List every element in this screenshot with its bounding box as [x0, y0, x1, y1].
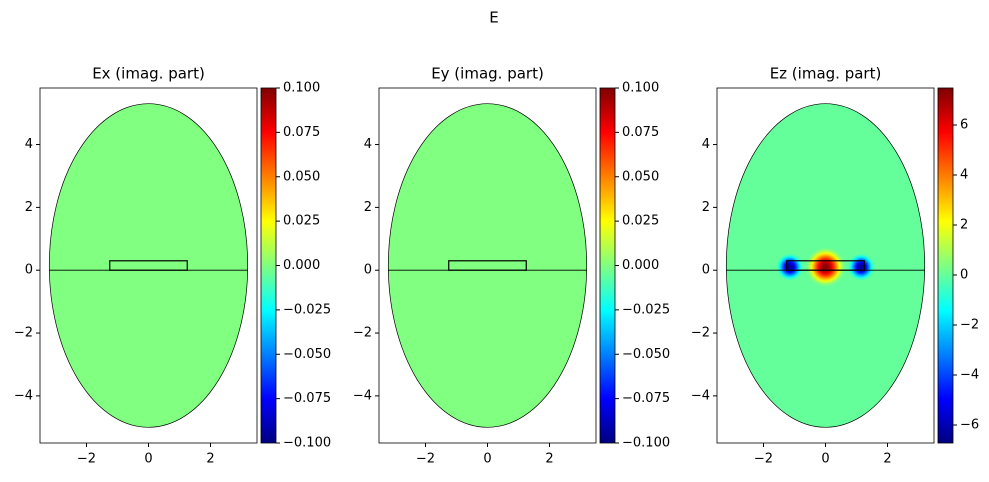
y-tick-label: 2	[702, 200, 710, 215]
y-tick-label: −2	[14, 326, 33, 341]
y-tick-label: 0	[364, 263, 372, 278]
field-peak	[775, 253, 804, 282]
y-tick-label: −2	[691, 326, 710, 341]
y-tick-label: −2	[353, 326, 372, 341]
x-tick-label: 0	[483, 452, 491, 467]
x-tick-label: 2	[545, 452, 553, 467]
colorbar-tick-label: −0.100	[622, 436, 670, 451]
y-tick-label: 4	[702, 137, 710, 152]
field	[388, 103, 587, 428]
core-outline	[786, 260, 865, 271]
field-peak	[805, 246, 846, 288]
x-tick-label: 0	[144, 452, 152, 467]
x-tick-label: 0	[821, 452, 829, 467]
axes-title: Ez (imag. part)	[770, 65, 882, 83]
field-background	[388, 103, 587, 428]
core-outline	[448, 260, 527, 271]
colorbar-tick-label: 0.100	[622, 81, 659, 96]
colorbar-tick-label: 0.025	[622, 214, 659, 229]
axes-title: Ex (imag. part)	[92, 65, 205, 83]
domain-boundary	[387, 103, 588, 428]
x-tick-label: −2	[77, 452, 96, 467]
y-tick-label: 0	[702, 263, 710, 278]
colorbar-tick-label: 0.075	[283, 125, 320, 140]
y-tick-label: 2	[25, 200, 33, 215]
colorbar-tick-label: −4	[960, 368, 979, 383]
x-tick-label: 2	[206, 452, 214, 467]
colorbar-tick-label: −0.075	[283, 391, 331, 406]
y-tick-label: 4	[364, 137, 372, 152]
y-tick-label: 4	[25, 137, 33, 152]
colorbar	[937, 87, 954, 444]
colorbar	[599, 87, 616, 444]
colorbar-tick-label: 0.075	[622, 125, 659, 140]
domain-boundary	[725, 103, 926, 428]
field-peak	[847, 253, 876, 282]
y-tick-label: −4	[14, 388, 33, 403]
colorbar	[260, 87, 277, 444]
colorbar-tick-label: −2	[960, 318, 979, 333]
field	[49, 103, 248, 428]
colorbar-tick-label: 0.050	[622, 169, 659, 184]
y-tick-label: −4	[353, 388, 372, 403]
x-tick-label: 2	[883, 452, 891, 467]
colorbar-tick-label: 0.050	[283, 169, 320, 184]
colorbar-tick-label: 6	[960, 118, 968, 133]
colorbar-tick-label: 0.000	[283, 258, 320, 273]
colorbar-tick-label: −0.100	[283, 436, 331, 451]
colorbar-tick-label: 0.000	[622, 258, 659, 273]
colorbar-tick-label: 0	[960, 268, 968, 283]
colorbar-tick-label: 2	[960, 218, 968, 233]
colorbar-tick-label: −0.025	[622, 302, 670, 317]
x-tick-label: −2	[416, 452, 435, 467]
colorbar-tick-label: 4	[960, 168, 968, 183]
figure-title: E	[489, 9, 498, 27]
x-tick-label: −2	[754, 452, 773, 467]
y-tick-label: 2	[364, 200, 372, 215]
colorbar-tick-label: −0.050	[622, 347, 670, 362]
colorbar-tick-label: 0.025	[283, 214, 320, 229]
core-outline	[109, 260, 188, 271]
colorbar-tick-label: 0.100	[283, 81, 320, 96]
domain-boundary	[48, 103, 249, 428]
axes-title: Ey (imag. part)	[431, 65, 544, 83]
colorbar-tick-label: −6	[960, 418, 979, 433]
colorbar-tick-label: −0.050	[283, 347, 331, 362]
colorbar-tick-label: −0.075	[622, 391, 670, 406]
field-background	[49, 103, 248, 428]
field	[726, 103, 925, 428]
y-tick-label: 0	[25, 263, 33, 278]
colorbar-tick-label: −0.025	[283, 302, 331, 317]
y-tick-label: −4	[691, 388, 710, 403]
